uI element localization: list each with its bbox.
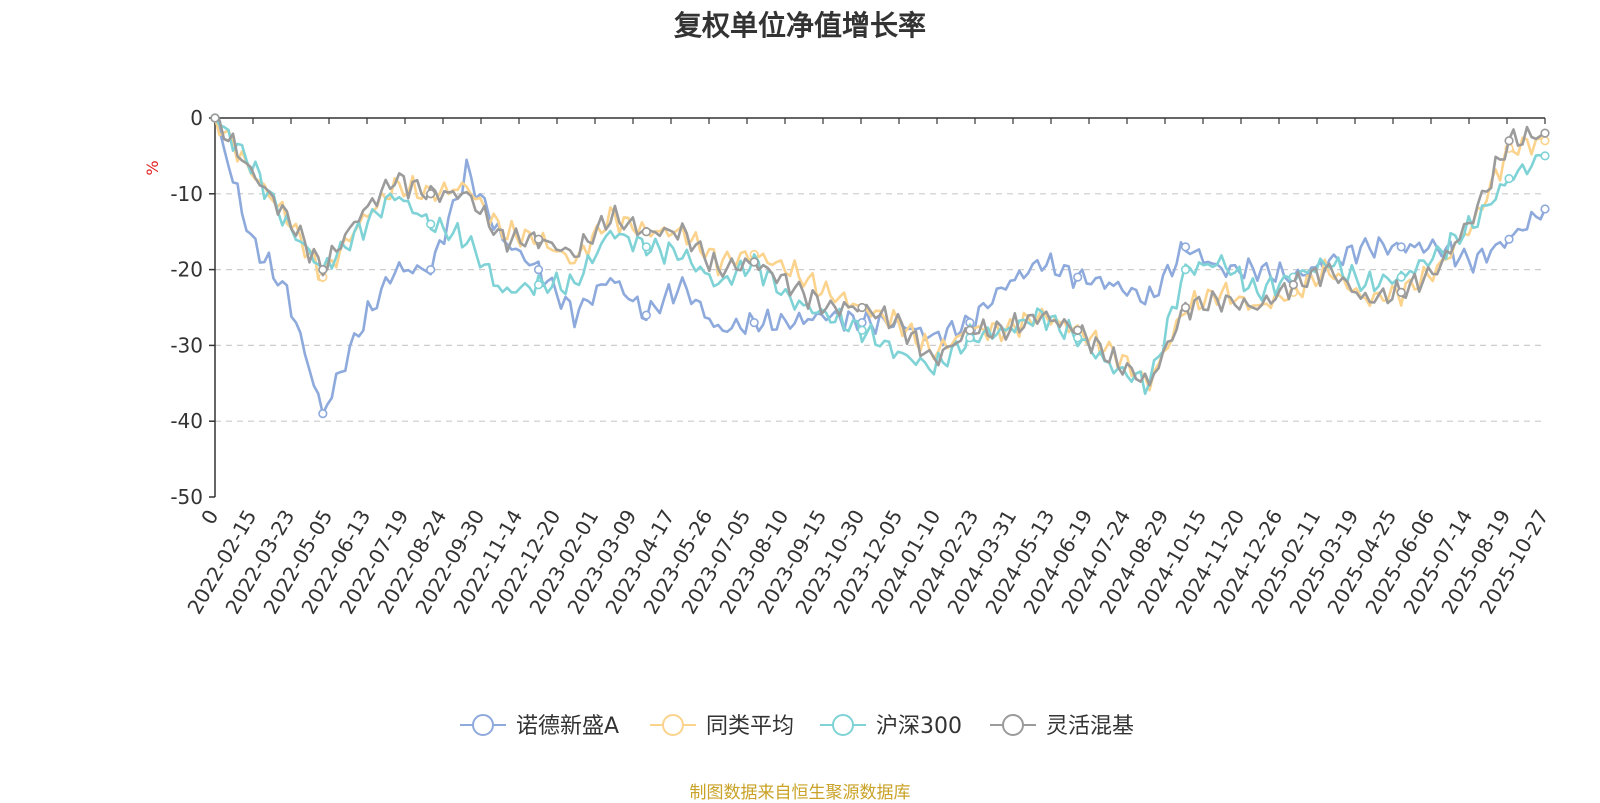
series-point bbox=[1396, 242, 1406, 252]
series-point bbox=[1288, 280, 1298, 290]
legend: 诺德新盛A 同类平均 沪深300 灵活混基 bbox=[460, 714, 1134, 739]
series-point bbox=[965, 333, 975, 343]
series-point bbox=[641, 227, 651, 237]
y-tick-label: -50 bbox=[170, 485, 203, 509]
series-point bbox=[641, 310, 651, 320]
series-point bbox=[1504, 174, 1514, 184]
series-point bbox=[857, 302, 867, 313]
series-point bbox=[1180, 302, 1191, 313]
series-point bbox=[1180, 242, 1191, 252]
legend-item[interactable]: 灵活混基 bbox=[990, 714, 1134, 739]
series-point bbox=[318, 409, 328, 419]
series-point bbox=[1504, 234, 1514, 244]
series-point bbox=[749, 318, 759, 328]
axes bbox=[209, 117, 1546, 498]
series-point bbox=[749, 257, 759, 267]
legend-swatch-marker bbox=[1002, 714, 1024, 736]
y-tick-label: -20 bbox=[170, 258, 203, 282]
series-point bbox=[1396, 272, 1406, 282]
series-point bbox=[1540, 151, 1550, 161]
series-point bbox=[1396, 287, 1406, 297]
series-point bbox=[1540, 128, 1550, 138]
y-tick-label: -30 bbox=[170, 333, 203, 357]
series-point bbox=[1180, 265, 1191, 275]
x-tick-labels: 02022-02-152022-03-232022-05-052022-06-1… bbox=[182, 506, 1553, 619]
legend-item[interactable]: 沪深300 bbox=[820, 714, 962, 739]
series-point bbox=[1504, 136, 1514, 146]
legend-label: 同类平均 bbox=[706, 714, 794, 739]
legend-swatch-marker bbox=[832, 714, 854, 736]
series-point bbox=[1073, 333, 1083, 343]
series-point bbox=[426, 265, 436, 275]
source-note: 制图数据来自恒生聚源数据库 bbox=[689, 783, 911, 803]
series-point bbox=[426, 189, 436, 199]
series-point bbox=[210, 113, 220, 123]
series-line bbox=[214, 116, 1546, 387]
legend-item[interactable]: 同类平均 bbox=[650, 714, 794, 739]
series-point bbox=[1073, 272, 1083, 282]
legend-swatch-marker bbox=[662, 714, 684, 736]
legend-swatch-marker bbox=[472, 714, 494, 736]
legend-label: 灵活混基 bbox=[1046, 714, 1134, 739]
y-tick-labels: 0 -10 -20 -30 -40 -50 bbox=[170, 106, 203, 509]
y-axis-unit: % bbox=[143, 160, 162, 175]
y-tick-label: -40 bbox=[170, 409, 203, 433]
series-line bbox=[213, 117, 1546, 392]
grid-lines bbox=[215, 193, 1545, 422]
series-point bbox=[965, 325, 975, 335]
x-tick-label: 0 bbox=[196, 506, 223, 529]
legend-label: 沪深300 bbox=[876, 714, 962, 739]
series-lines bbox=[210, 113, 1550, 419]
series-point bbox=[533, 280, 544, 290]
series-point bbox=[318, 265, 328, 275]
series-point bbox=[641, 242, 651, 252]
y-tick-label: -10 bbox=[170, 182, 203, 206]
series-line bbox=[213, 117, 1546, 396]
series-point bbox=[426, 219, 436, 229]
series-point bbox=[1540, 204, 1550, 214]
series-point bbox=[1073, 325, 1083, 335]
legend-label: 诺德新盛A bbox=[516, 714, 619, 739]
series-point bbox=[857, 325, 867, 335]
y-tick-label: 0 bbox=[190, 106, 203, 130]
series-point bbox=[1540, 136, 1550, 146]
series-line bbox=[213, 117, 1547, 416]
chart-title: 复权单位净值增长率 bbox=[673, 9, 926, 42]
series-point bbox=[533, 234, 544, 244]
series-point bbox=[533, 265, 544, 275]
legend-item[interactable]: 诺德新盛A bbox=[460, 714, 619, 739]
